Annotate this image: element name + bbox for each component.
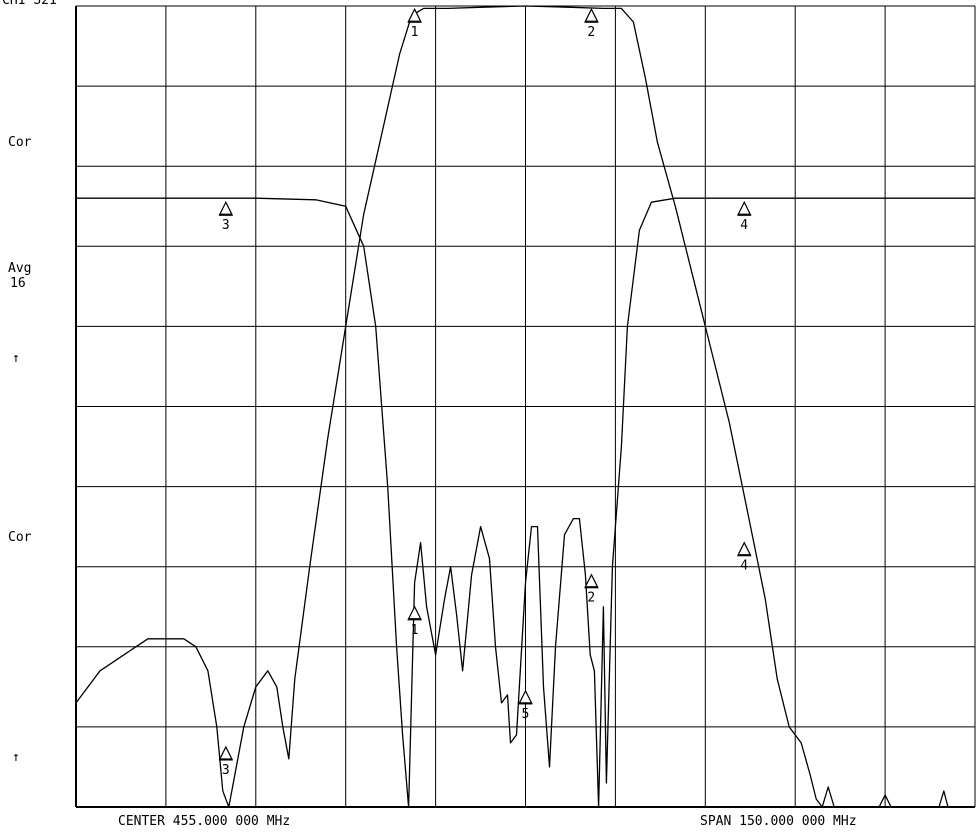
header-text: CH1 S21 bbox=[2, 0, 57, 8]
marker-triangle-icon bbox=[518, 689, 533, 704]
marker-triangle-icon bbox=[218, 200, 233, 215]
marker-3: 3 bbox=[218, 200, 233, 233]
marker-layer: 1 2 3 4 1 2 3 4 5 bbox=[218, 7, 752, 778]
trace-layer bbox=[75, 5, 975, 808]
marker-1: 1 bbox=[407, 605, 422, 638]
reference-arrow-bottom: ↑ bbox=[12, 750, 20, 765]
trace-line-lower bbox=[76, 197, 975, 808]
marker-number: 2 bbox=[587, 25, 595, 40]
marker-triangle-icon bbox=[407, 7, 422, 22]
marker-number: 3 bbox=[222, 763, 230, 778]
avg-count-label: 16 bbox=[10, 276, 26, 291]
marker-4: 4 bbox=[737, 200, 752, 233]
marker-triangle-icon bbox=[218, 745, 233, 760]
marker-4: 4 bbox=[737, 541, 752, 574]
marker-number: 4 bbox=[740, 559, 748, 574]
marker-2: 2 bbox=[584, 573, 599, 606]
marker-number: 3 bbox=[222, 218, 230, 233]
marker-number: 4 bbox=[740, 218, 748, 233]
span-label: SPAN 150.000 000 MHz bbox=[700, 814, 857, 829]
cor-label-bottom: Cor bbox=[8, 530, 32, 545]
marker-triangle-icon bbox=[584, 573, 599, 588]
marker-1: 1 bbox=[407, 7, 422, 40]
marker-number: 1 bbox=[411, 623, 419, 638]
center-frequency-label: CENTER 455.000 000 MHz bbox=[118, 814, 290, 829]
marker-5: 5 bbox=[518, 689, 533, 722]
graticule bbox=[75, 5, 976, 808]
marker-number: 1 bbox=[411, 25, 419, 40]
cor-label-top: Cor bbox=[8, 135, 32, 150]
marker-3: 3 bbox=[218, 745, 233, 778]
marker-2: 2 bbox=[584, 7, 599, 40]
marker-number: 2 bbox=[587, 591, 595, 606]
avg-label: Avg bbox=[8, 261, 31, 276]
reference-arrow-top: ↑ bbox=[12, 351, 20, 366]
marker-number: 5 bbox=[522, 707, 530, 722]
marker-triangle-icon bbox=[737, 200, 752, 215]
marker-triangle-icon bbox=[407, 605, 422, 620]
trace-line-upper bbox=[75, 5, 975, 808]
marker-triangle-icon bbox=[584, 7, 599, 22]
marker-triangle-icon bbox=[737, 541, 752, 556]
